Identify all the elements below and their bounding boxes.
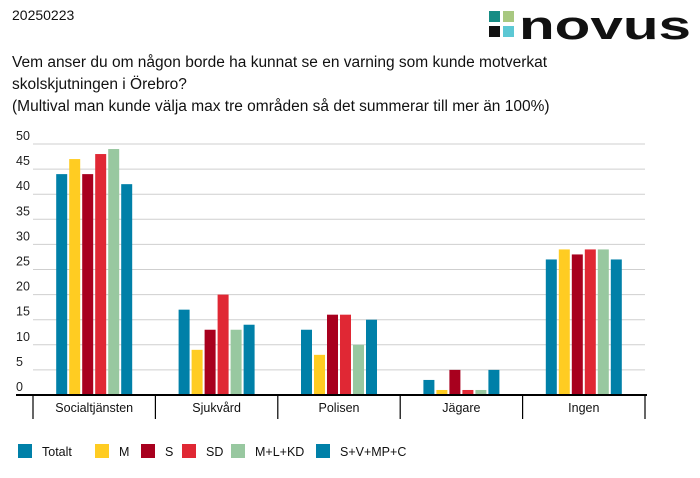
- bar-Totalt-Jägare: [423, 379, 435, 395]
- novus-logo: novus: [489, 4, 694, 48]
- bar-M+L+KD-Ingen: [597, 249, 609, 395]
- bar-SD-Sjukvård: [217, 294, 229, 395]
- svg-text:novus: novus: [519, 9, 691, 43]
- legend-label: Totalt: [42, 445, 72, 459]
- y-tick-label: 40: [16, 179, 30, 193]
- legend-swatch-S: [141, 444, 155, 458]
- bar-S-Jägare: [449, 369, 461, 395]
- question-text: Vem anser du om någon borde ha kunnat se…: [12, 52, 612, 118]
- legend-label: M+L+KD: [255, 445, 304, 459]
- x-tick-label: Polisen: [319, 401, 360, 415]
- bar-M+L+KD-Jägare: [475, 389, 487, 395]
- question-line: Vem anser du om någon borde ha kunnat se…: [12, 54, 548, 93]
- bar-M-Jägare: [436, 389, 448, 395]
- question-note: (Multival man kunde välja max tre område…: [12, 98, 550, 115]
- bar-Totalt-Socialtjänsten: [56, 174, 68, 395]
- bar-SD-Ingen: [584, 249, 596, 395]
- legend-swatch-M: [95, 444, 109, 458]
- legend-swatch-SD: [182, 444, 196, 458]
- bar-S+V+MP+C-Jägare: [488, 369, 500, 395]
- legend-label: S: [165, 445, 173, 459]
- y-tick-label: 20: [16, 280, 30, 294]
- legend-swatch-Totalt: [18, 444, 32, 458]
- y-tick-label: 50: [16, 129, 30, 143]
- x-tick-label: Jägare: [442, 401, 480, 415]
- legend-label: S+V+MP+C: [340, 445, 406, 459]
- bar-S-Ingen: [571, 254, 583, 395]
- bar-SD-Polisen: [340, 314, 351, 395]
- bar-S-Sjukvård: [204, 329, 216, 395]
- legend-label: M: [119, 445, 129, 459]
- x-tick-label: Ingen: [568, 401, 599, 415]
- bar-S+V+MP+C-Ingen: [610, 259, 622, 395]
- bar-Totalt-Sjukvård: [178, 309, 190, 395]
- legend-swatch-S+V+MP+C: [316, 444, 330, 458]
- y-tick-label: 0: [16, 380, 23, 394]
- bar-S-Polisen: [327, 314, 338, 395]
- bar-M-Polisen: [314, 354, 325, 395]
- bar-S+V+MP+C-Sjukvård: [243, 324, 255, 395]
- legend-swatch-M+L+KD: [231, 444, 245, 458]
- bar-S+V+MP+C-Polisen: [366, 319, 377, 395]
- y-tick-label: 30: [16, 229, 30, 243]
- y-tick-label: 5: [16, 355, 23, 369]
- bar-M-Ingen: [558, 249, 570, 395]
- bar-SD-Jägare: [462, 389, 474, 395]
- bar-M+L+KD-Sjukvård: [230, 329, 242, 395]
- y-tick-label: 35: [16, 204, 30, 218]
- bar-M-Sjukvård: [191, 349, 203, 395]
- bar-S-Socialtjänsten: [82, 174, 94, 395]
- y-tick-label: 45: [16, 154, 30, 168]
- y-tick-label: 10: [16, 330, 30, 344]
- bar-S+V+MP+C-Socialtjänsten: [121, 184, 133, 395]
- bar-Totalt-Polisen: [301, 329, 312, 395]
- date-label: 20250223: [12, 7, 75, 23]
- x-tick-label: Sjukvård: [192, 401, 241, 415]
- y-tick-label: 25: [16, 255, 30, 269]
- legend-label: SD: [206, 445, 223, 459]
- bar-M-Socialtjänsten: [69, 159, 81, 395]
- y-tick-label: 15: [16, 305, 30, 319]
- bar-Totalt-Ingen: [545, 259, 557, 395]
- bar-SD-Socialtjänsten: [95, 154, 107, 395]
- x-tick-label: Socialtjänsten: [55, 401, 133, 415]
- bar-M+L+KD-Polisen: [353, 344, 364, 395]
- bar-M+L+KD-Socialtjänsten: [108, 149, 120, 395]
